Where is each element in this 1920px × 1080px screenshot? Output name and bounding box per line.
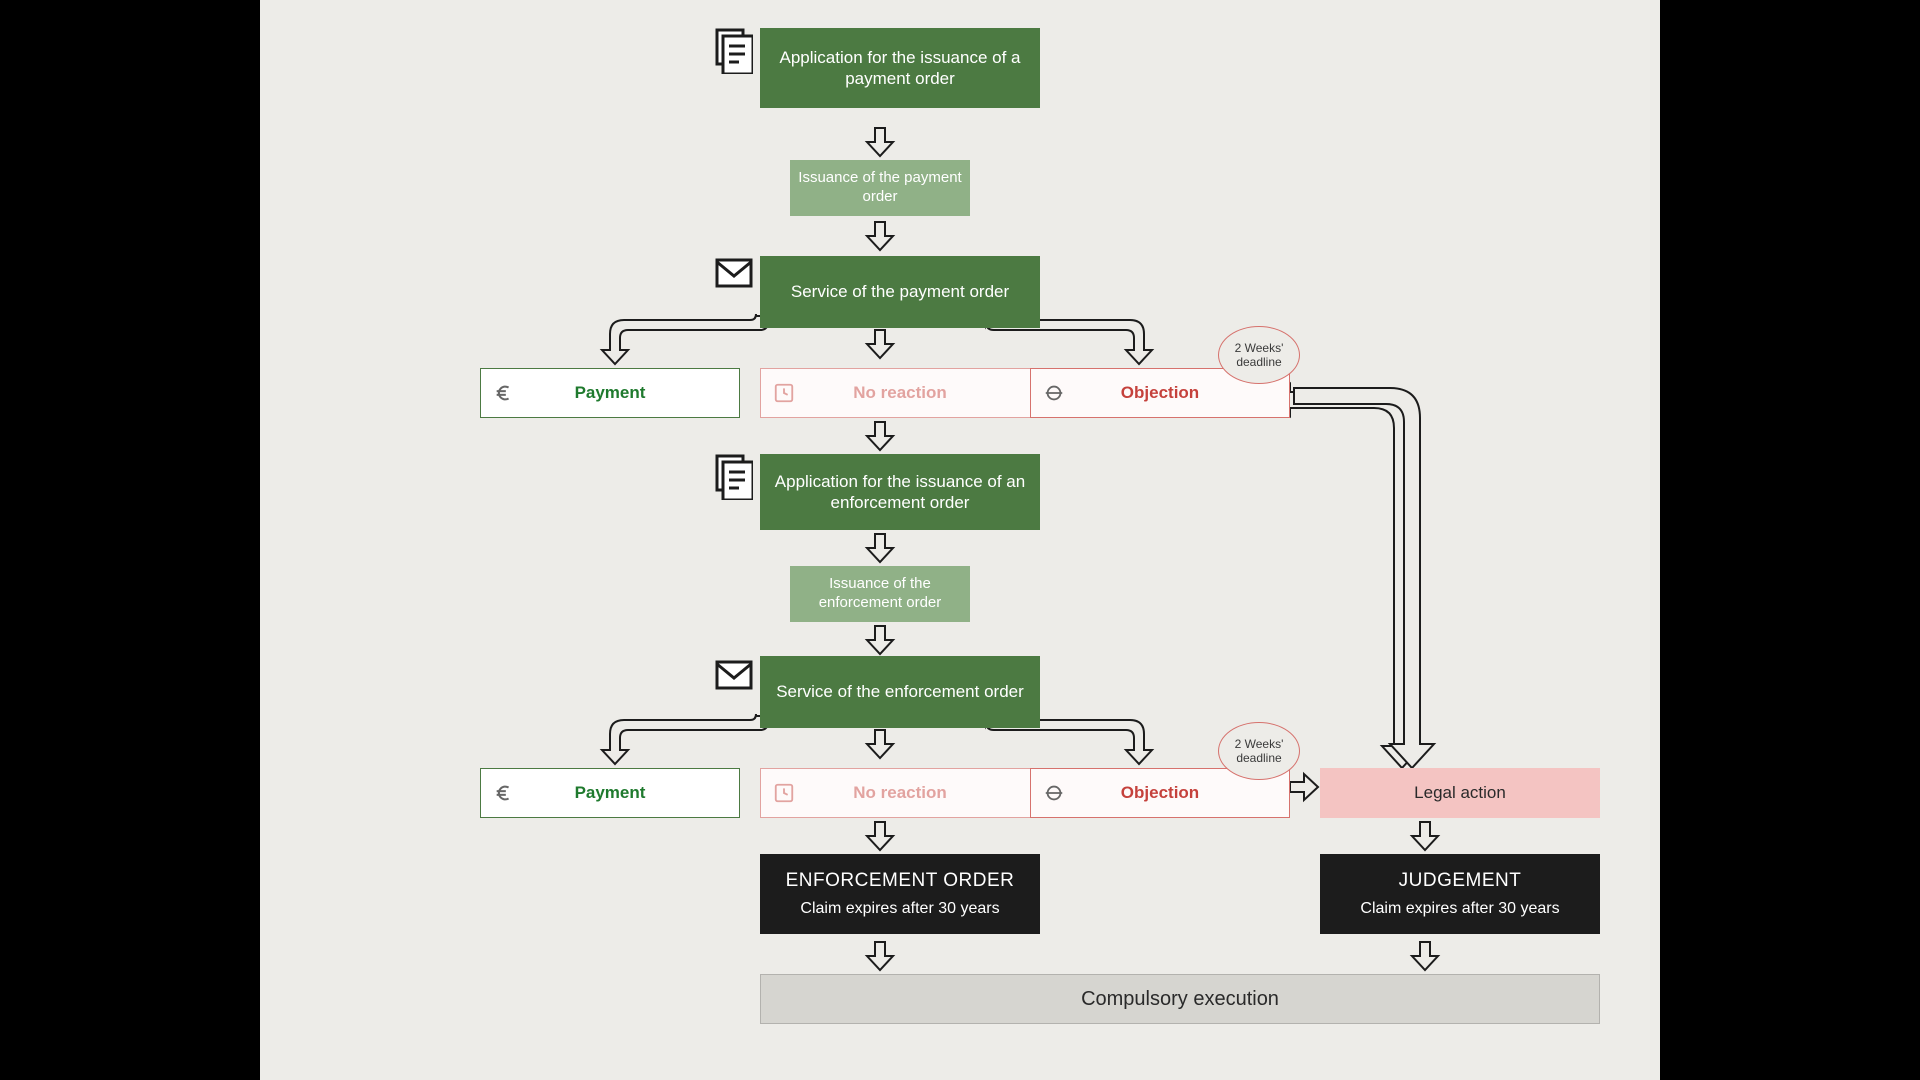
node-label: No reaction [853, 382, 947, 403]
node-label: Objection [1121, 382, 1199, 403]
node-payment-1: Payment [480, 368, 740, 418]
node-label: Issuance of the enforcement order [790, 575, 970, 613]
node-subtitle: Claim expires after 30 years [800, 899, 999, 919]
deadline-badge: 2 Weeks' deadline [1218, 326, 1300, 384]
stop-icon [1043, 782, 1065, 804]
node-subtitle: Claim expires after 30 years [1360, 899, 1559, 919]
node-label: Application for the issuance of a paymen… [760, 47, 1040, 90]
node-label: Compulsory execution [1081, 987, 1279, 1012]
deadline-label: 2 Weeks' deadline [1219, 341, 1299, 370]
node-label: Service of the payment order [791, 281, 1009, 302]
node-label: Payment [575, 782, 646, 803]
node-legal-action: Legal action [1320, 768, 1600, 818]
euro-icon [493, 382, 515, 404]
node-label: Objection [1121, 782, 1199, 803]
document-icon [715, 28, 753, 74]
node-payment-2: Payment [480, 768, 740, 818]
document-icon [715, 454, 753, 500]
node-judgement: JUDGEMENT Claim expires after 30 years [1320, 854, 1600, 934]
node-issue-payment: Issuance of the payment order [790, 160, 970, 216]
node-label: Application for the issuance of an enfor… [760, 471, 1040, 514]
clock-icon [773, 782, 795, 804]
node-enforcement-order: ENFORCEMENT ORDER Claim expires after 30… [760, 854, 1040, 934]
node-app-payment: Application for the issuance of a paymen… [760, 28, 1040, 108]
deadline-badge: 2 Weeks' deadline [1218, 722, 1300, 780]
euro-icon [493, 782, 515, 804]
envelope-icon [715, 258, 753, 288]
node-title: JUDGEMENT [1399, 869, 1522, 893]
node-label: Payment [575, 382, 646, 403]
stop-icon [1043, 382, 1065, 404]
clock-icon [773, 382, 795, 404]
node-no-reaction-2: No reaction [760, 768, 1040, 818]
envelope-icon [715, 660, 753, 690]
node-app-enforce: Application for the issuance of an enfor… [760, 454, 1040, 530]
node-service-enforce: Service of the enforcement order [760, 656, 1040, 728]
node-issue-enforce: Issuance of the enforcement order [790, 566, 970, 622]
deadline-label: 2 Weeks' deadline [1219, 737, 1299, 766]
node-execution: Compulsory execution [760, 974, 1600, 1024]
node-title: ENFORCEMENT ORDER [786, 869, 1015, 893]
node-label: Issuance of the payment order [790, 169, 970, 207]
flowchart-canvas: Application for the issuance of a paymen… [260, 0, 1660, 1080]
node-label: Service of the enforcement order [776, 681, 1024, 702]
node-service-payment: Service of the payment order [760, 256, 1040, 328]
node-label: No reaction [853, 782, 947, 803]
node-no-reaction-1: No reaction [760, 368, 1040, 418]
node-label: Legal action [1414, 782, 1506, 803]
